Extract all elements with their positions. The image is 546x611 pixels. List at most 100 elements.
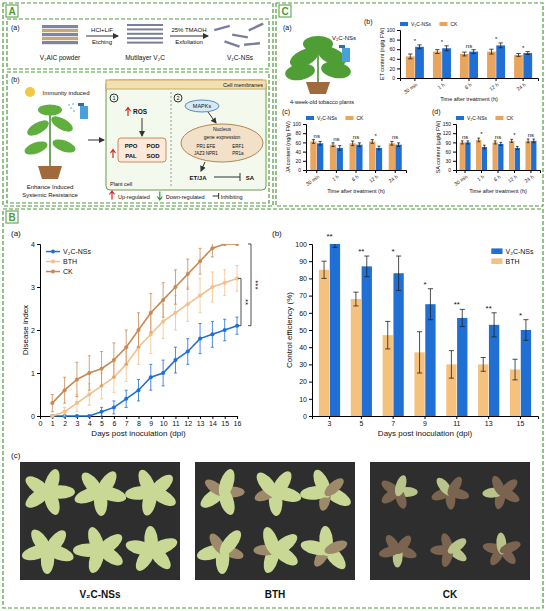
marker: [186, 302, 190, 306]
error-bar: [428, 289, 433, 320]
error-bar: [88, 356, 91, 390]
axis-line: [453, 125, 457, 171]
leaf: [38, 105, 62, 116]
tick-label: 6 h: [463, 81, 472, 90]
tick: 5: [359, 416, 363, 427]
error-bar: [460, 309, 465, 326]
up-arrow: [110, 191, 115, 200]
panel-frame: [276, 3, 543, 206]
marker: [235, 244, 239, 246]
tick-label: 0: [448, 167, 451, 173]
x-axis: 30 min1 h6 h12 h24 h: [305, 170, 407, 187]
marker: [161, 371, 165, 375]
error-bar: [75, 362, 78, 396]
axis-title: Time after treatment (h): [469, 188, 527, 194]
mapk: [185, 100, 219, 112]
tick-label: 100: [295, 241, 307, 248]
tick-label: 80: [299, 275, 307, 282]
tick-label: 1 h: [476, 173, 485, 182]
line: [52, 326, 237, 416]
tick: 40: [389, 56, 400, 62]
marker: [137, 328, 141, 332]
significance: *: [522, 45, 525, 51]
error-bar: [462, 52, 466, 56]
sublabel: (a): [283, 24, 292, 32]
axis-line: [313, 417, 539, 420]
route-number: 2: [176, 95, 179, 101]
spray-drop: [68, 104, 70, 106]
error-bar: [494, 141, 497, 144]
error-bar: [338, 146, 341, 151]
marker: [186, 350, 190, 354]
marker: [186, 272, 190, 276]
significance: ns: [314, 133, 320, 139]
error-bar: [377, 146, 380, 150]
sprayer: [80, 106, 88, 119]
tick-mark: [520, 416, 521, 419]
tick-mark: [441, 78, 442, 81]
tick: 20: [389, 66, 400, 72]
error-bar: [100, 352, 103, 386]
tick-label: 10: [160, 420, 168, 427]
layer: [127, 37, 163, 39]
material-label: V₂C-NSs: [227, 54, 254, 61]
tick-mark: [212, 416, 213, 419]
axis-line: [41, 417, 238, 420]
marker: [87, 371, 91, 375]
leaf: [49, 113, 75, 135]
step-label: Exfoliation: [175, 39, 203, 45]
enzyme: SOD: [146, 153, 160, 159]
panel-frame: [3, 3, 273, 206]
legend: V₂C-NSsBTH: [491, 248, 534, 265]
sprayer: [339, 45, 345, 48]
bar: [356, 145, 362, 170]
tick-mark: [303, 170, 306, 171]
bar: [351, 299, 361, 416]
significance: ns: [462, 134, 468, 140]
nucleus: [181, 124, 263, 162]
significance: *: [480, 131, 483, 137]
significance: ***: [251, 280, 260, 289]
chart: (a)01234012345678910111213141516Disease …: [11, 229, 260, 438]
tick: 1: [31, 370, 40, 377]
error-bar: [211, 272, 214, 302]
marker: [210, 332, 214, 336]
tick: 60: [445, 149, 456, 155]
tick: 2: [31, 327, 40, 334]
tick-label: 5: [359, 420, 363, 427]
error-bar: [510, 139, 513, 142]
x-axis: 3579111315: [313, 416, 539, 427]
significance: *: [423, 280, 426, 289]
tick-label: 15: [221, 420, 229, 427]
tick-mark: [397, 59, 400, 60]
sprayer: [342, 48, 350, 62]
tick: 0: [31, 413, 40, 420]
tick: 11: [453, 416, 460, 427]
tick: 3: [31, 284, 40, 291]
tick-label: 150: [443, 121, 452, 127]
chart: (b)02040608010030 min1 h6 h12 h24 hET co…: [364, 18, 539, 102]
bar: [489, 325, 499, 416]
tick-label: 0: [31, 413, 35, 420]
spray-drop: [73, 110, 75, 112]
marker: [210, 246, 214, 250]
significance: *: [441, 39, 444, 45]
error-bar: [312, 140, 315, 144]
significance: *: [392, 247, 395, 256]
error-bar: [174, 347, 177, 373]
marker: [100, 410, 104, 414]
tick: 24 h: [387, 170, 399, 184]
axis-line: [307, 171, 407, 174]
marker: [87, 414, 91, 418]
error-bar: [492, 313, 497, 337]
legend-swatch: [491, 248, 502, 254]
tick-label: 10: [299, 396, 307, 403]
x-axis: 012345678910111213141516: [39, 416, 242, 427]
legend: V₂C-NSsCK: [400, 21, 458, 27]
legend-label: BTH: [63, 258, 77, 265]
marker: [198, 294, 202, 298]
tick-label: 6: [112, 420, 116, 427]
tick-mark: [139, 416, 140, 419]
tick-mark: [453, 161, 456, 162]
label: ET/JA: [189, 175, 207, 181]
